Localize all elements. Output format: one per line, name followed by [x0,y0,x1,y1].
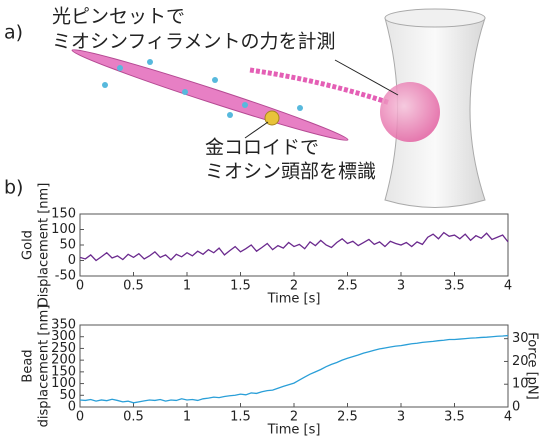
y2-tick-label: 0 [512,400,520,415]
y-tick-label: 50 [59,238,76,253]
x-axis-label: Time [s] [267,292,321,307]
x-tick-label: 4 [504,410,512,425]
y-tick-label: 150 [51,207,76,222]
panel-label: b) [4,177,23,199]
bead [380,82,440,142]
illustration: a) 光ピンセットで ミオシンフィラメントの力を計測 金コロイドで ミオシン頭部… [4,6,485,208]
annotation: 金コロイドで [205,137,319,159]
x-tick-label: 1.5 [230,410,251,425]
y-tick-label: 100 [51,222,76,237]
y-tick-label: 0 [68,253,76,268]
y-tick-label: -50 [55,269,76,284]
actin-chain [250,70,390,103]
plot-frame [80,325,508,407]
x-tick-label: 1 [183,279,191,294]
x-tick-label: 3 [397,279,405,294]
x-tick-label: 0.5 [123,410,144,425]
x-tick-label: 0 [76,279,84,294]
annotation: ミオシン頭部を標識 [205,161,376,183]
y-axis-label: Gold [21,230,36,260]
x-tick-label: 2.5 [337,410,358,425]
x-tick-label: 3 [397,410,405,425]
y-axis-label: Displacement [nm] [37,183,52,308]
data-line [80,233,508,261]
cone-top [385,9,485,27]
y-axis-label: displacement [nm] [37,305,52,428]
page: a) 光ピンセットで ミオシンフィラメントの力を計測 金コロイドで ミオシン頭部… [0,0,541,437]
y2-axis-label: Force [pN] [525,332,540,399]
x-tick-label: 1 [183,410,191,425]
annotation: 光ピンセットで [52,6,185,28]
x-tick-label: 3.5 [444,279,465,294]
x-tick-label: 0 [76,410,84,425]
panel-label: a) [4,22,23,44]
y-tick-label: 350 [51,318,76,333]
annotation: ミオシンフィラメントの力を計測 [52,31,335,53]
x-tick-label: 0.5 [123,279,144,294]
x-tick-label: 1.5 [230,279,251,294]
x-tick-label: 3.5 [444,410,465,425]
y-axis-label: Bead [21,349,36,382]
plot-frame [80,214,508,276]
x-axis-label: Time [s] [267,423,321,437]
x-tick-label: 4 [504,279,512,294]
myosin-filament [70,44,350,147]
x-tick-label: 2.5 [337,279,358,294]
data-line [80,336,508,403]
figure: a) 光ピンセットで ミオシンフィラメントの力を計測 金コロイドで ミオシン頭部… [0,0,541,437]
